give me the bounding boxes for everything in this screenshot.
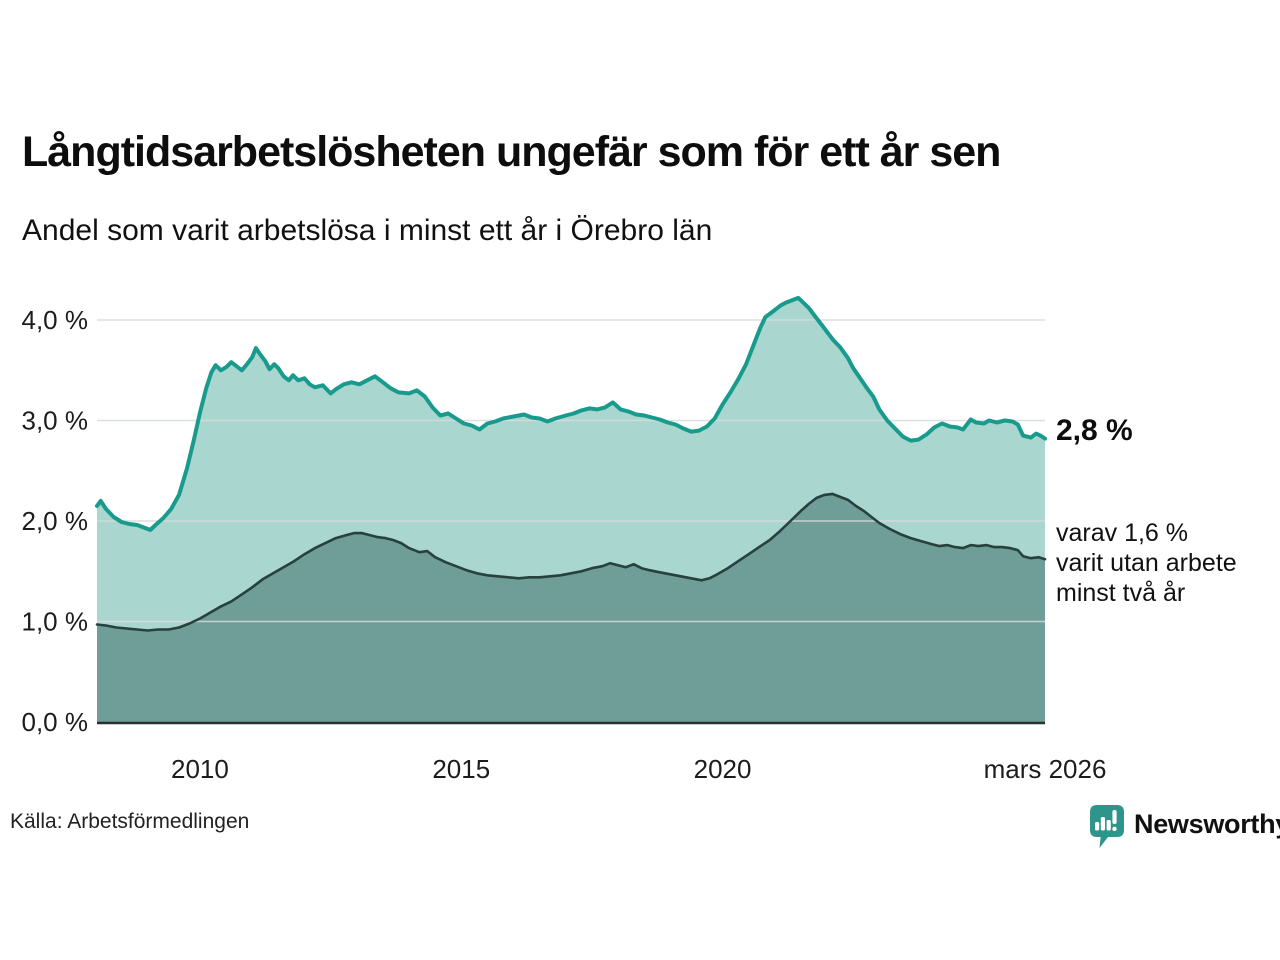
newsworthy-wordmark: Newsworthy <box>1134 809 1280 839</box>
chart-area: 0,0 % 1,0 % 2,0 % 3,0 % 4,0 % 2010 2015 2020 mar… <box>0 285 1280 785</box>
y-tick-label: 0,0 % <box>22 707 89 737</box>
y-tick-label: 4,0 % <box>22 305 89 335</box>
chart-title: Långtidsarbetslösheten ungefär som för e… <box>22 128 1001 176</box>
x-tick-label: 2020 <box>694 754 752 784</box>
secondary-series-annotation: varav 1,6 % varit utan arbete minst två … <box>1056 518 1237 608</box>
secondary-annotation-line-3: minst två år <box>1056 579 1186 607</box>
end-value-label: 2,8 % <box>1056 414 1133 447</box>
y-tick-label: 1,0 % <box>22 607 89 637</box>
y-tick-label: 3,0 % <box>22 406 89 436</box>
x-tick-label: 2015 <box>432 754 490 784</box>
area-fill-unemployed-2yr <box>97 493 1045 722</box>
x-tick-label: 2010 <box>171 754 229 784</box>
x-tick-label: mars 2026 <box>984 754 1107 784</box>
area-chart-svg: 0,0 % 1,0 % 2,0 % 3,0 % 4,0 % 2010 2015 2020 mar… <box>22 295 1107 784</box>
y-tick-label: 2,0 % <box>22 506 89 536</box>
source-attribution: Källa: Arbetsförmedlingen <box>10 810 250 833</box>
secondary-annotation-line-1: varav 1,6 % <box>1056 519 1189 547</box>
series-line-unemployed-2yr <box>95 492 1047 632</box>
chart-subtitle: Andel som varit arbetslösa i minst ett å… <box>22 214 713 247</box>
series-line-unemployed-1yr <box>95 295 1047 532</box>
newsworthy-logo: Newsworthy <box>1088 804 1280 849</box>
secondary-annotation-line-2: varit utan arbete <box>1056 549 1237 577</box>
newsworthy-bubble-chart-icon <box>1090 805 1124 848</box>
